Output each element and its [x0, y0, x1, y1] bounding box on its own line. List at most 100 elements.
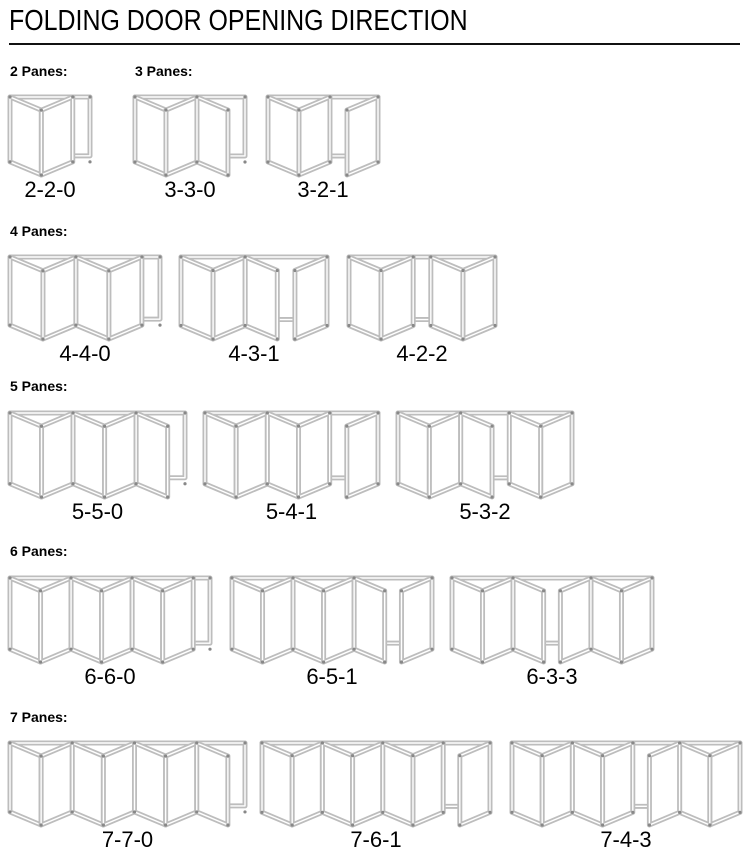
hinge-icon: [558, 589, 562, 593]
door-panel: [242, 254, 280, 342]
door-panel: [600, 740, 636, 828]
hinge-icon: [325, 255, 329, 259]
door-panel: [7, 575, 44, 665]
hinge-icon: [226, 754, 230, 758]
door-panel: [178, 254, 216, 342]
hinge-icon: [38, 589, 43, 593]
hinge-icon: [8, 482, 12, 486]
hinge-icon: [539, 495, 543, 499]
hinge-icon: [293, 268, 297, 273]
hinge-icon: [191, 647, 195, 651]
hinge-icon: [8, 255, 12, 259]
hinge-icon: [542, 660, 546, 664]
door-panel: [163, 94, 200, 178]
hinge-icon: [678, 810, 682, 814]
hinge-icon: [158, 255, 162, 259]
hinge-icon: [8, 647, 12, 651]
hinge-icon: [352, 576, 356, 580]
door-panel: [296, 410, 333, 500]
door-panel: [68, 575, 105, 665]
hinge-icon: [320, 741, 324, 745]
hinge-icon: [296, 495, 301, 499]
hinge-icon: [100, 660, 104, 664]
door-config-7-6-1: 7-6-1: [259, 740, 493, 852]
config-code: 4-2-2: [396, 341, 448, 366]
hinge-icon: [102, 424, 107, 428]
hinge-icon: [540, 823, 544, 827]
hinge-icon: [429, 255, 433, 259]
door-panel: [509, 740, 545, 828]
hinge-icon: [39, 108, 43, 112]
hinge-icon: [226, 108, 230, 112]
door-panel: [458, 410, 495, 500]
hinge-icon: [441, 741, 445, 745]
door-panel: [588, 575, 624, 665]
page-title: FOLDING DOOR OPENING DIRECTION: [9, 5, 468, 37]
hinge-icon: [570, 411, 574, 415]
hinge-icon: [208, 647, 212, 651]
door-panel: [38, 575, 74, 665]
config-code: 5-5-0: [71, 499, 124, 524]
hinge-icon: [101, 754, 105, 758]
hinge-icon: [140, 255, 144, 259]
door-panel: [410, 740, 446, 828]
hinge-icon: [275, 337, 279, 341]
door-panel: [351, 575, 388, 665]
hinge-icon: [293, 337, 297, 341]
config-code: 4-3-1: [228, 341, 280, 366]
hinge-icon: [441, 810, 445, 814]
door-panel: [129, 575, 166, 665]
hinge-icon: [296, 424, 301, 428]
hinge-icon: [570, 810, 574, 814]
door-panel: [194, 740, 231, 828]
hinge-icon: [619, 660, 624, 664]
hinge-icon: [39, 173, 43, 177]
hinge-icon: [211, 268, 215, 273]
hinge-icon: [260, 810, 264, 814]
hinge-icon: [631, 810, 635, 814]
folding-door-drawing: [7, 410, 188, 500]
hinge-icon: [490, 495, 494, 499]
hinge-icon: [347, 255, 351, 259]
hinge-icon: [8, 411, 12, 415]
door-panel: [506, 410, 544, 500]
door-config-4-3-1: 4-3-1: [178, 254, 330, 366]
config-code: 7-4-3: [600, 827, 652, 852]
hinge-icon: [320, 810, 324, 814]
hinge-icon: [133, 160, 137, 164]
hinge-icon: [230, 647, 234, 651]
hinge-icon: [539, 424, 543, 428]
hinge-icon: [107, 269, 111, 273]
folding-door-drawing: [395, 410, 575, 500]
hinge-icon: [8, 95, 12, 99]
hinge-icon: [488, 741, 492, 745]
hinge-icon: [211, 337, 215, 341]
hinge-icon: [396, 411, 400, 415]
hinge-icon: [71, 482, 75, 486]
hinge-icon: [631, 741, 635, 745]
folding-door-drawing: [509, 740, 743, 828]
hinge-icon: [140, 323, 144, 327]
door-panel: [202, 410, 239, 500]
hinge-icon: [352, 647, 356, 651]
hinge-icon: [411, 754, 415, 758]
hinge-icon: [650, 647, 654, 651]
door-panel: [40, 254, 79, 342]
hinge-icon: [88, 160, 92, 164]
hinge-icon: [430, 647, 434, 651]
hinge-icon: [461, 268, 465, 273]
hinge-icon: [208, 576, 212, 580]
hinge-icon: [132, 741, 137, 745]
door-panel: [70, 410, 108, 500]
hinge-icon: [191, 576, 195, 580]
hinge-icon: [411, 823, 415, 827]
hinge-icon: [133, 95, 137, 99]
door-config-6-3-3: 6-3-3: [449, 575, 655, 689]
hinge-icon: [260, 660, 265, 664]
folding-door-drawing: [202, 410, 381, 500]
hinge-icon: [38, 660, 43, 664]
hinge-icon: [266, 160, 270, 164]
hinge-icon: [328, 95, 332, 99]
hinge-icon: [100, 589, 104, 593]
door-panel: [233, 410, 270, 500]
